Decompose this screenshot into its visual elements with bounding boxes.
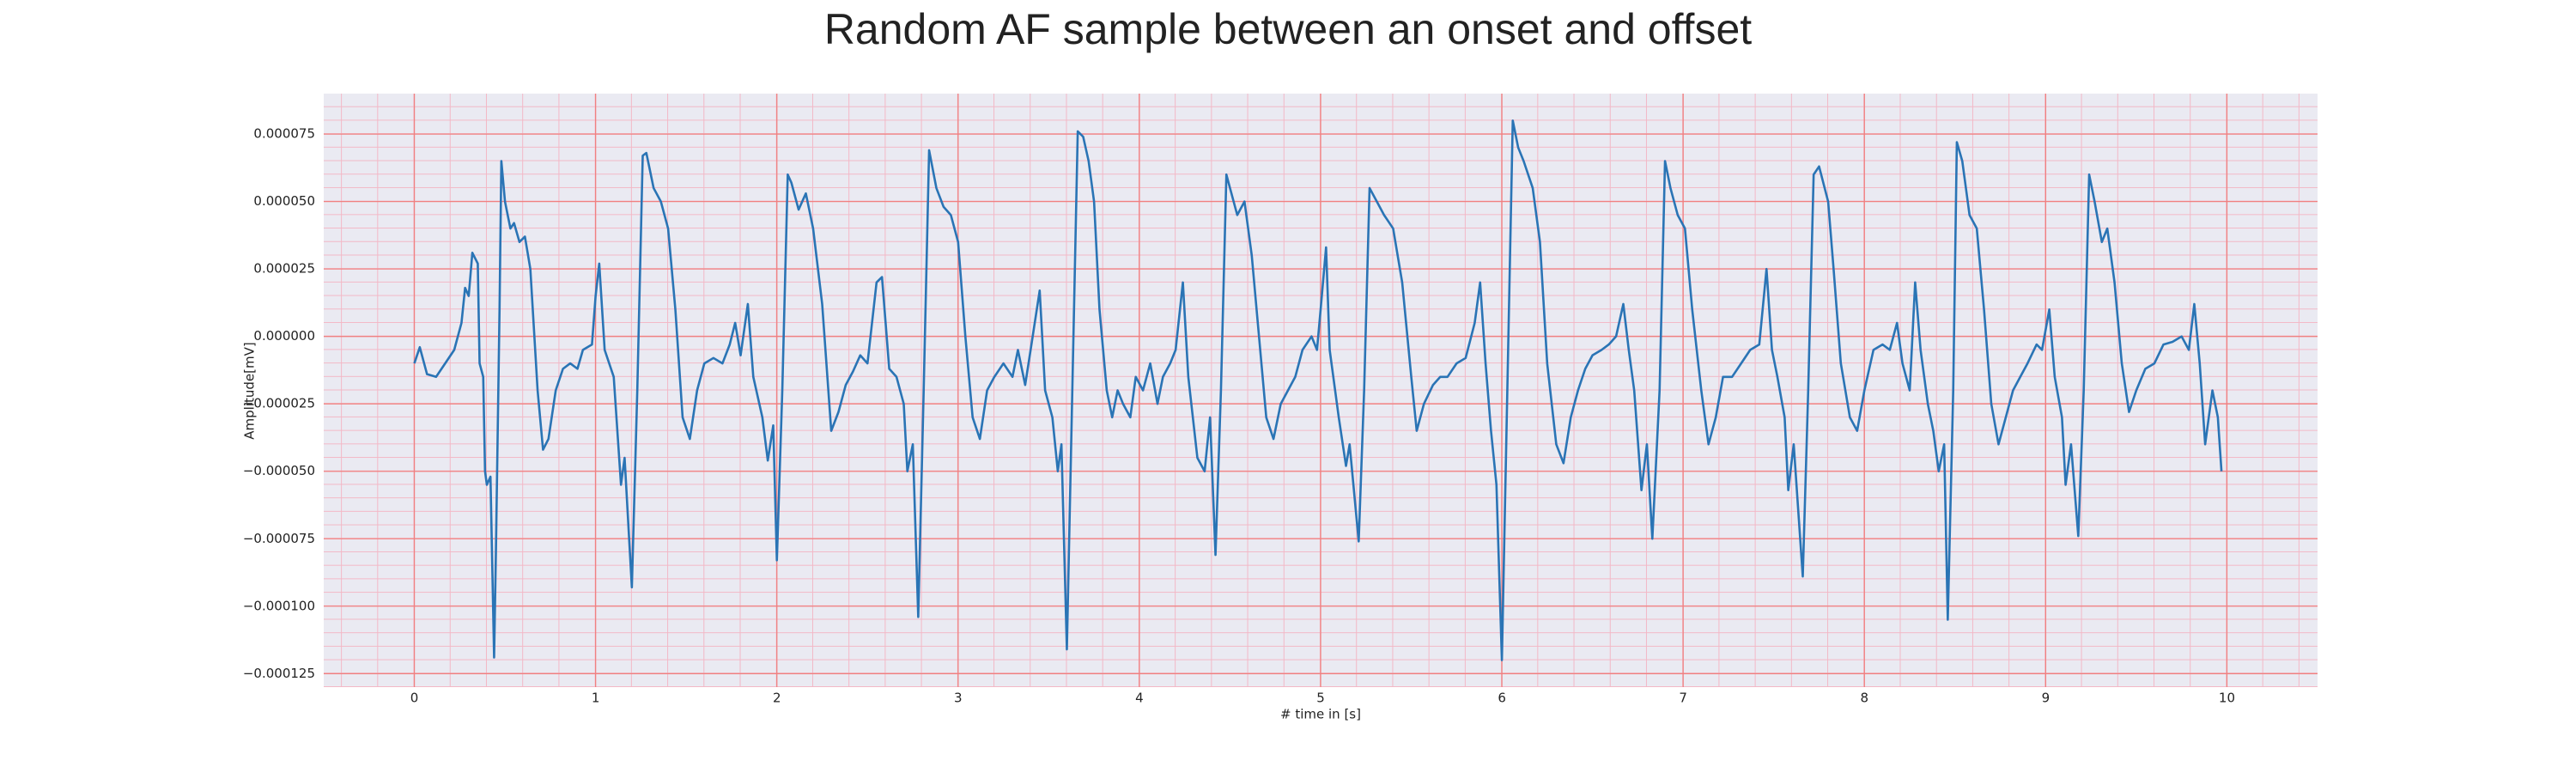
chart-title: Random AF sample between an onset and of… xyxy=(824,5,1752,53)
x-tick-label: 8 xyxy=(1860,691,1868,706)
x-tick-label: 0 xyxy=(410,691,419,706)
x-tick-label: 4 xyxy=(1135,691,1144,706)
y-tick-label: −0.000075 xyxy=(243,531,315,546)
x-tick-label: 7 xyxy=(1679,691,1687,706)
y-tick-label: 0.000025 xyxy=(253,261,315,277)
y-tick-label: −0.000100 xyxy=(243,598,315,613)
y-axis-label: Amplitude[mV] xyxy=(242,342,258,439)
x-tick-label: 3 xyxy=(954,691,963,706)
y-tick-label: −0.000050 xyxy=(243,463,315,478)
y-tick-label: −0.000025 xyxy=(243,396,315,411)
y-tick-label: 0.000075 xyxy=(253,126,315,142)
x-tick-label: 2 xyxy=(773,691,781,706)
y-tick-label: −0.000125 xyxy=(243,666,315,681)
data-line xyxy=(413,119,2223,661)
x-axis-label: # time in [s] xyxy=(1280,707,1361,722)
x-tick-label: 6 xyxy=(1498,691,1506,706)
y-tick-label: 0.000050 xyxy=(253,193,315,209)
y-tick-label: 0.000000 xyxy=(253,328,315,344)
x-tick-label: 10 xyxy=(2219,691,2235,706)
x-tick-label: 1 xyxy=(592,691,600,706)
x-tick-label: 5 xyxy=(1316,691,1325,706)
x-tick-label: 9 xyxy=(2042,691,2050,706)
